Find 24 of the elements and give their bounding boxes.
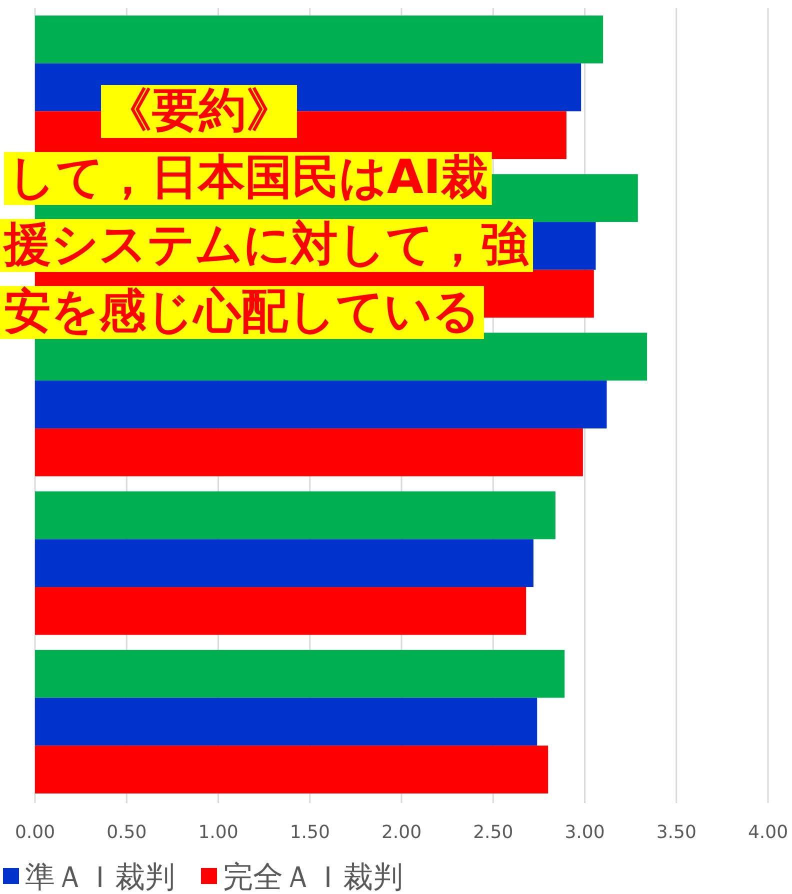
annotation: 援システムに対して，強 <box>2 217 529 272</box>
bar <box>35 698 538 746</box>
annotation: 安を感じ心配している <box>4 284 480 339</box>
annotation: 《要約》 <box>105 83 293 138</box>
x-tick-label: 2.50 <box>473 822 514 843</box>
x-tick-label: 1.50 <box>290 822 330 843</box>
bar <box>35 428 583 476</box>
bar <box>35 539 534 588</box>
bar <box>35 16 604 64</box>
x-tick-label: 3.00 <box>564 822 605 843</box>
x-tick-label: 0.00 <box>14 822 56 843</box>
x-tick-label: 2.00 <box>381 822 422 843</box>
x-tick-label: 1.00 <box>198 822 238 843</box>
bar <box>35 650 565 698</box>
x-tick-label: 3.50 <box>656 822 696 843</box>
annotation: して，日本国民はAI裁 <box>8 150 488 205</box>
bar <box>35 587 526 635</box>
bar <box>35 491 556 540</box>
legend-label: 準ＡＩ裁判 <box>25 860 175 894</box>
legend-label: 完全ＡＩ裁判 <box>223 860 403 894</box>
x-tick-label: 4.00 <box>748 822 788 843</box>
bar <box>35 746 548 794</box>
bar <box>35 380 607 428</box>
x-tick-label: 0.50 <box>106 822 147 843</box>
